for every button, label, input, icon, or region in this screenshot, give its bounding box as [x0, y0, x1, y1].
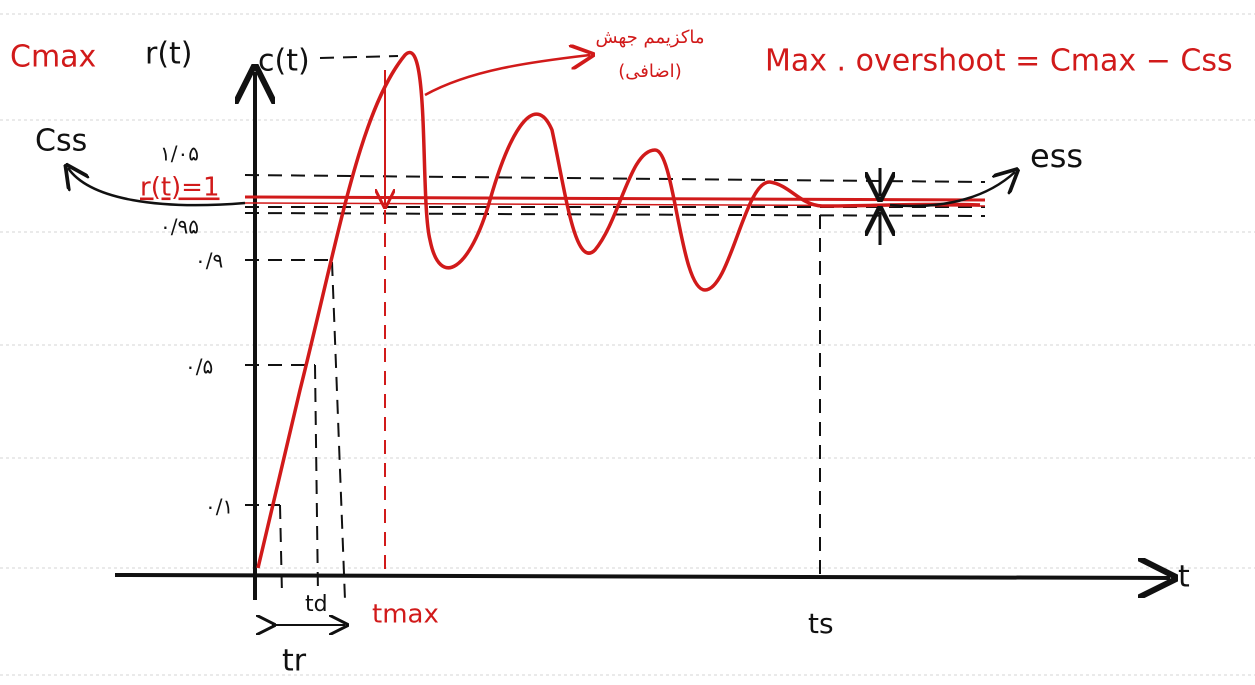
css-label: Css [35, 124, 87, 159]
tick-label: ۰/۵ [185, 355, 213, 379]
tmax-label: tmax [372, 600, 439, 630]
upper-band [245, 175, 985, 182]
page: Cmax r(t) c(t) Css ۱/۰۵ r(t)=1 ۰/۹۵ ۰/۹ … [0, 0, 1255, 685]
cmax-label: Cmax [10, 40, 96, 75]
reference-line [245, 197, 985, 200]
tick-label: ۰/۹ [195, 249, 223, 273]
ess-label: ess [1030, 137, 1083, 175]
response-curve [258, 53, 980, 568]
tr-label: tr [282, 644, 307, 679]
guide [315, 365, 318, 595]
ct-label: c(t) [258, 44, 310, 79]
overshoot-formula: Max . overshoot = Cmax − Css [765, 44, 1233, 79]
guide [320, 56, 398, 58]
tick-label: ۰/۹۵ [160, 215, 199, 239]
reference-label: r(t)=1 [140, 173, 220, 203]
t-axis-label: t [1178, 560, 1190, 595]
tick-label: ۱/۰۵ [160, 142, 199, 166]
note-arrow [425, 55, 590, 95]
diagram: Cmax r(t) c(t) Css ۱/۰۵ r(t)=1 ۰/۹۵ ۰/۹ … [0, 0, 1255, 685]
ts-label: ts [808, 607, 834, 640]
guide [332, 262, 345, 600]
note: ماکزیمم جهش [595, 27, 704, 48]
guide [280, 505, 282, 595]
note: (اضافی) [618, 61, 681, 82]
x-axis [115, 575, 1170, 578]
rt-label: r(t) [145, 37, 193, 72]
td-label: td [305, 592, 328, 617]
tick-label: ۰/۱ [205, 495, 233, 519]
